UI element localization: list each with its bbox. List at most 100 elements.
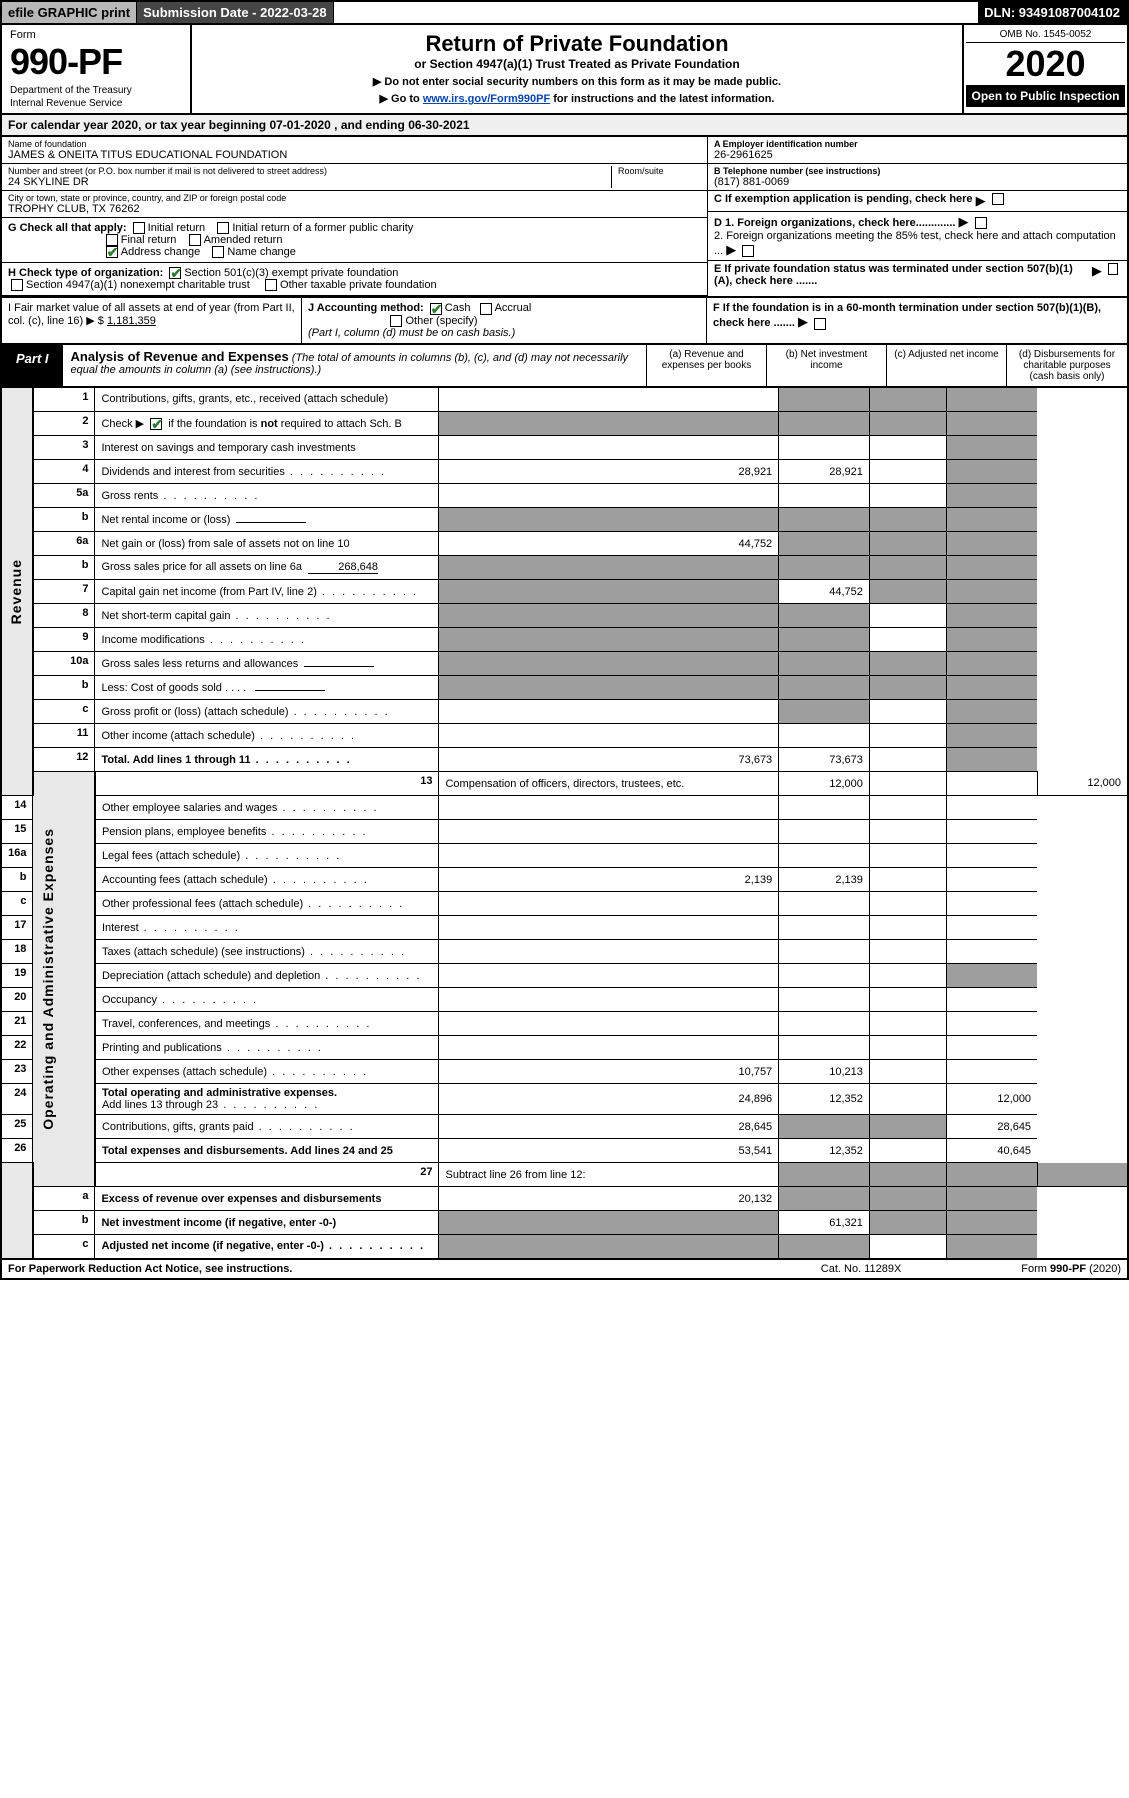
v-6a: 44,752 [439,532,779,556]
v-4b: 28,921 [779,460,870,484]
ein: 26-2961625 [714,149,773,161]
line-20: Occupancy [95,988,439,1012]
footer: For Paperwork Reduction Act Notice, see … [0,1260,1129,1280]
form-number: 990-PF [10,41,182,83]
v-27bb: 61,321 [779,1211,870,1235]
line-27c: Adjusted net income (if negative, enter … [95,1235,439,1259]
d2-label: 2. Foreign organizations meeting the 85%… [714,230,1116,257]
cb-amended[interactable] [189,234,201,246]
line-27a: Excess of revenue over expenses and disb… [95,1187,439,1211]
cb-name-change[interactable] [212,246,224,258]
line-25: Contributions, gifts, grants paid [95,1115,439,1139]
line-5a: Gross rents [95,484,439,508]
v-26b: 12,352 [779,1139,870,1163]
line-12: Total. Add lines 1 through 11 [95,748,439,772]
line-2: Check ▶ if the foundation is not require… [95,412,439,436]
line-3: Interest on savings and temporary cash i… [95,436,439,460]
v-16ba: 2,139 [439,868,779,892]
cb-other-method[interactable] [390,315,402,327]
line-16c: Other professional fees (attach schedule… [95,892,439,916]
line-10a: Gross sales less returns and allowances [95,652,439,676]
ein-label: A Employer identification number [714,139,858,149]
cb-address-change[interactable] [106,246,118,258]
efile-label[interactable]: efile GRAPHIC print [2,2,137,23]
line-27: Subtract line 26 from line 12: [439,1163,779,1187]
ssn-warning: ▶ Do not enter social security numbers o… [208,75,946,88]
cb-4947[interactable] [11,279,23,291]
cb-60-month[interactable] [814,318,826,330]
cb-status-terminated[interactable] [1108,263,1118,275]
v-23a: 10,757 [439,1060,779,1084]
line-24: Total operating and administrative expen… [95,1084,439,1115]
form-ref: Form 990-PF (2020) [1021,1263,1121,1275]
col-a-hdr: (a) Revenue and expenses per books [647,345,767,386]
v-25d: 28,645 [947,1115,1037,1139]
line-1: Contributions, gifts, grants, etc., rece… [95,388,439,412]
cb-other-taxable[interactable] [265,279,277,291]
submission-date: Submission Date - 2022-03-28 [137,2,334,23]
v-24d: 12,000 [947,1084,1037,1115]
col-c-hdr: (c) Adjusted net income [887,345,1007,386]
v-6b: 268,648 [308,561,378,574]
form-word: Form [10,29,182,41]
f-label: F If the foundation is in a 60-month ter… [713,302,1101,329]
line-18: Taxes (attach schedule) (see instruction… [95,940,439,964]
cb-exemption-pending[interactable] [992,193,1004,205]
v-24b: 12,352 [779,1084,870,1115]
v-13d: 12,000 [1037,772,1128,796]
line-21: Travel, conferences, and meetings [95,1012,439,1036]
j-note: (Part I, column (d) must be on cash basi… [308,327,515,339]
line-27b: Net investment income (if negative, ente… [95,1211,439,1235]
line-26: Total expenses and disbursements. Add li… [95,1139,439,1163]
telephone: (817) 881-0069 [714,176,789,188]
cb-sch-b[interactable] [150,418,162,430]
part-i-title: Analysis of Revenue and Expenses [71,349,289,364]
cb-accrual[interactable] [480,303,492,315]
foundation-name: JAMES & ONEITA TITUS EDUCATIONAL FOUNDAT… [8,149,287,161]
line-4: Dividends and interest from securities [95,460,439,484]
v-12b: 73,673 [779,748,870,772]
part-i-table: Revenue 1Contributions, gifts, grants, e… [0,388,1129,1260]
line-10b: Less: Cost of goods sold . . . . [95,676,439,700]
tel-label: B Telephone number (see instructions) [714,166,880,176]
v-27aa: 20,132 [439,1187,779,1211]
line-16a: Legal fees (attach schedule) [95,844,439,868]
dln: DLN: 93491087004102 [978,2,1127,23]
v-26a: 53,541 [439,1139,779,1163]
line-5b: Net rental income or (loss) [95,508,439,532]
v-23b: 10,213 [779,1060,870,1084]
cb-initial-former[interactable] [217,222,229,234]
line-6b: Gross sales price for all assets on line… [95,556,439,580]
line-13: Compensation of officers, directors, tru… [439,772,779,796]
form-url[interactable]: www.irs.gov/Form990PF [423,93,550,105]
line-11: Other income (attach schedule) [95,724,439,748]
open-public: Open to Public Inspection [966,85,1125,107]
line-6a: Net gain or (loss) from sale of assets n… [95,532,439,556]
cb-cash[interactable] [430,303,442,315]
cb-initial-return[interactable] [133,222,145,234]
tax-year: 2020 [966,43,1125,85]
line-17: Interest [95,916,439,940]
v-13a: 12,000 [779,772,870,796]
calendar-year-line: For calendar year 2020, or tax year begi… [0,115,1129,137]
cb-foreign-85[interactable] [742,245,754,257]
v-16bb: 2,139 [779,868,870,892]
line-22: Printing and publications [95,1036,439,1060]
line-19: Depreciation (attach schedule) and deple… [95,964,439,988]
addr-label: Number and street (or P.O. box number if… [8,166,611,176]
v-12a: 73,673 [439,748,779,772]
cat-no: Cat. No. 11289X [821,1263,902,1275]
cb-foreign-org[interactable] [975,217,987,229]
line-14: Other employee salaries and wages [95,796,439,820]
fmv-value: 1,181,359 [107,315,156,327]
cb-501c3[interactable] [169,267,181,279]
line-16b: Accounting fees (attach schedule) [95,868,439,892]
line-10c: Gross profit or (loss) (attach schedule) [95,700,439,724]
street-address: 24 SKYLINE DR [8,176,89,188]
section-g: G Check all that apply: Initial return I… [2,218,707,263]
form-header: Form 990-PF Department of the Treasury I… [0,25,1129,115]
revenue-side: Revenue [8,559,24,624]
col-b-hdr: (b) Net investment income [767,345,887,386]
city-label: City or town, state or province, country… [8,193,286,203]
v-7b: 44,752 [779,580,870,604]
